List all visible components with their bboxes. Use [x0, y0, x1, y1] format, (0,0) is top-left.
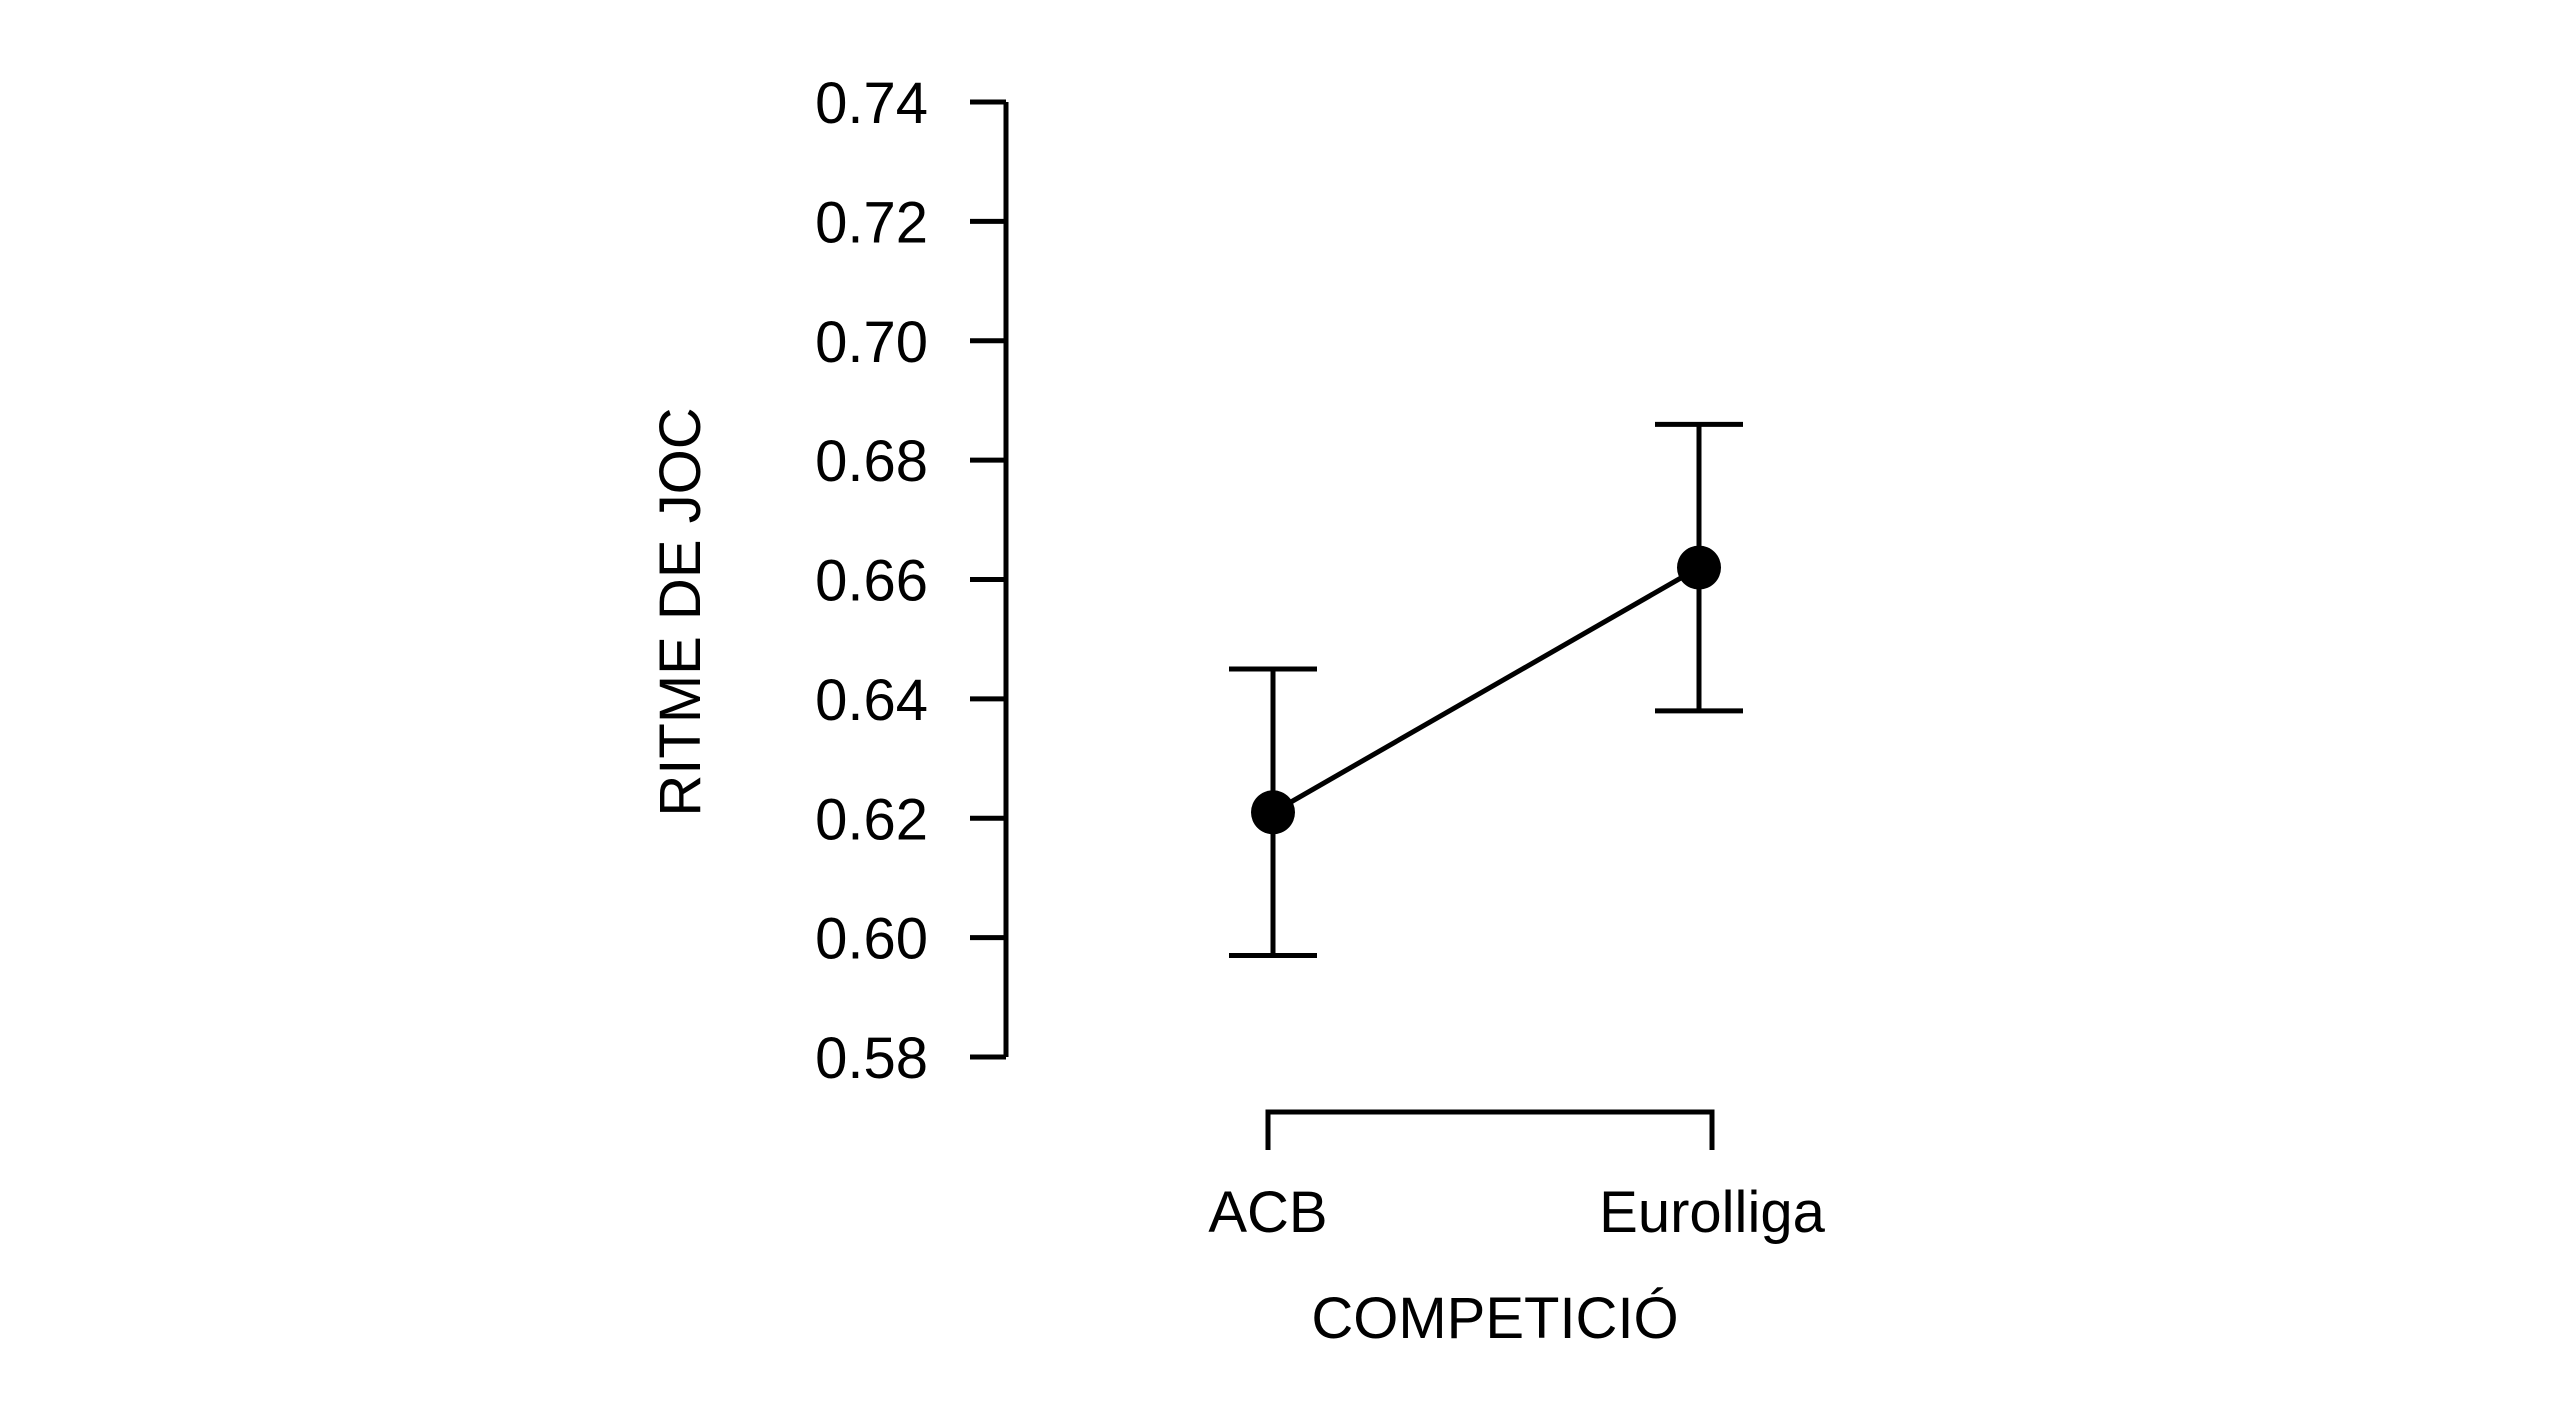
y-tick-label: 0.70: [815, 310, 928, 375]
x-axis-title: COMPETICIÓ: [1311, 1286, 1678, 1351]
x-axis-bracket: [1265, 1109, 1715, 1150]
y-tick-label: 0.74: [815, 71, 928, 136]
x-tick-label: Eurolliga: [1599, 1180, 1825, 1245]
data-point: [1251, 790, 1295, 835]
y-tick-label: 0.64: [815, 668, 928, 733]
y-tick-label: 0.62: [815, 787, 928, 852]
data-point: [1677, 545, 1721, 590]
y-axis: 0.58 0.60 0.62 0.64 0.66 0.68 0.70 0.72 0.74: [815, 71, 1009, 1091]
y-tick-label: 0.68: [815, 429, 928, 494]
y-tick-label: 0.60: [815, 907, 928, 972]
y-axis-title: RITME DE JOC: [648, 407, 713, 816]
series-line: [1271, 565, 1701, 815]
y-tick-label: 0.72: [815, 190, 928, 255]
y-tick-label: 0.58: [815, 1026, 928, 1091]
x-axis: ACB Eurolliga: [1208, 1109, 1826, 1245]
y-tick-label: 0.66: [815, 549, 928, 614]
x-tick-label: ACB: [1208, 1180, 1327, 1245]
plot-area: [1229, 421, 1743, 959]
